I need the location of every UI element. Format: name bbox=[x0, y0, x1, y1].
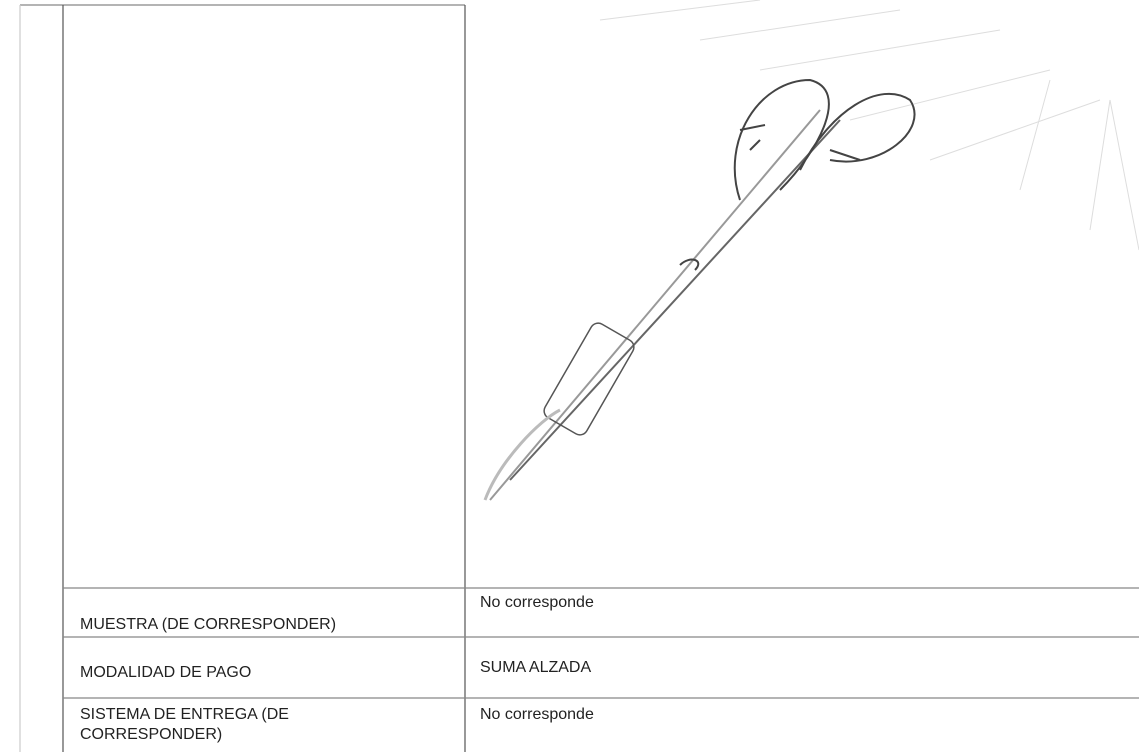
scissors-photo bbox=[483, 0, 1139, 501]
row-label: MODALIDAD DE PAGO bbox=[80, 664, 252, 681]
row-label: SISTEMA DE ENTREGA (DE CORRESPONDER) bbox=[80, 706, 289, 743]
row-value: No corresponde bbox=[480, 706, 594, 723]
row-value: SUMA ALZADA bbox=[480, 659, 592, 676]
row-value: No corresponde bbox=[480, 594, 594, 611]
row-label: MUESTRA (DE CORRESPONDER) bbox=[80, 616, 337, 633]
